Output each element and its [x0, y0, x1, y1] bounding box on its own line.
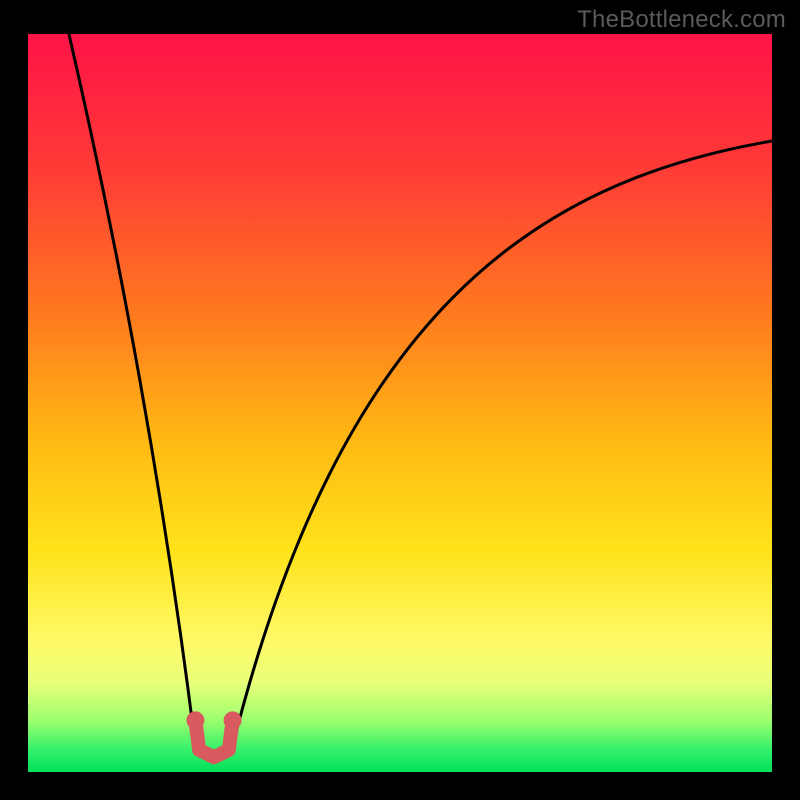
watermark-text: TheBottleneck.com: [577, 6, 786, 34]
valley-marker-end-left: [186, 711, 204, 729]
chart-container: TheBottleneck.com: [0, 0, 800, 800]
plot-background: [28, 34, 772, 772]
valley-marker-end-right: [224, 711, 242, 729]
chart-svg: [0, 0, 800, 800]
